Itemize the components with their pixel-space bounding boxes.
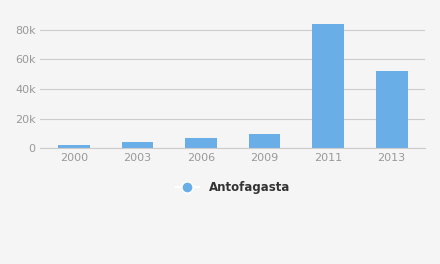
- Legend: Antofagasta: Antofagasta: [171, 176, 295, 199]
- Bar: [249, 134, 280, 148]
- Bar: [376, 71, 407, 148]
- Bar: [312, 24, 344, 148]
- Bar: [58, 145, 90, 148]
- Bar: [121, 142, 153, 148]
- Bar: [185, 138, 217, 148]
